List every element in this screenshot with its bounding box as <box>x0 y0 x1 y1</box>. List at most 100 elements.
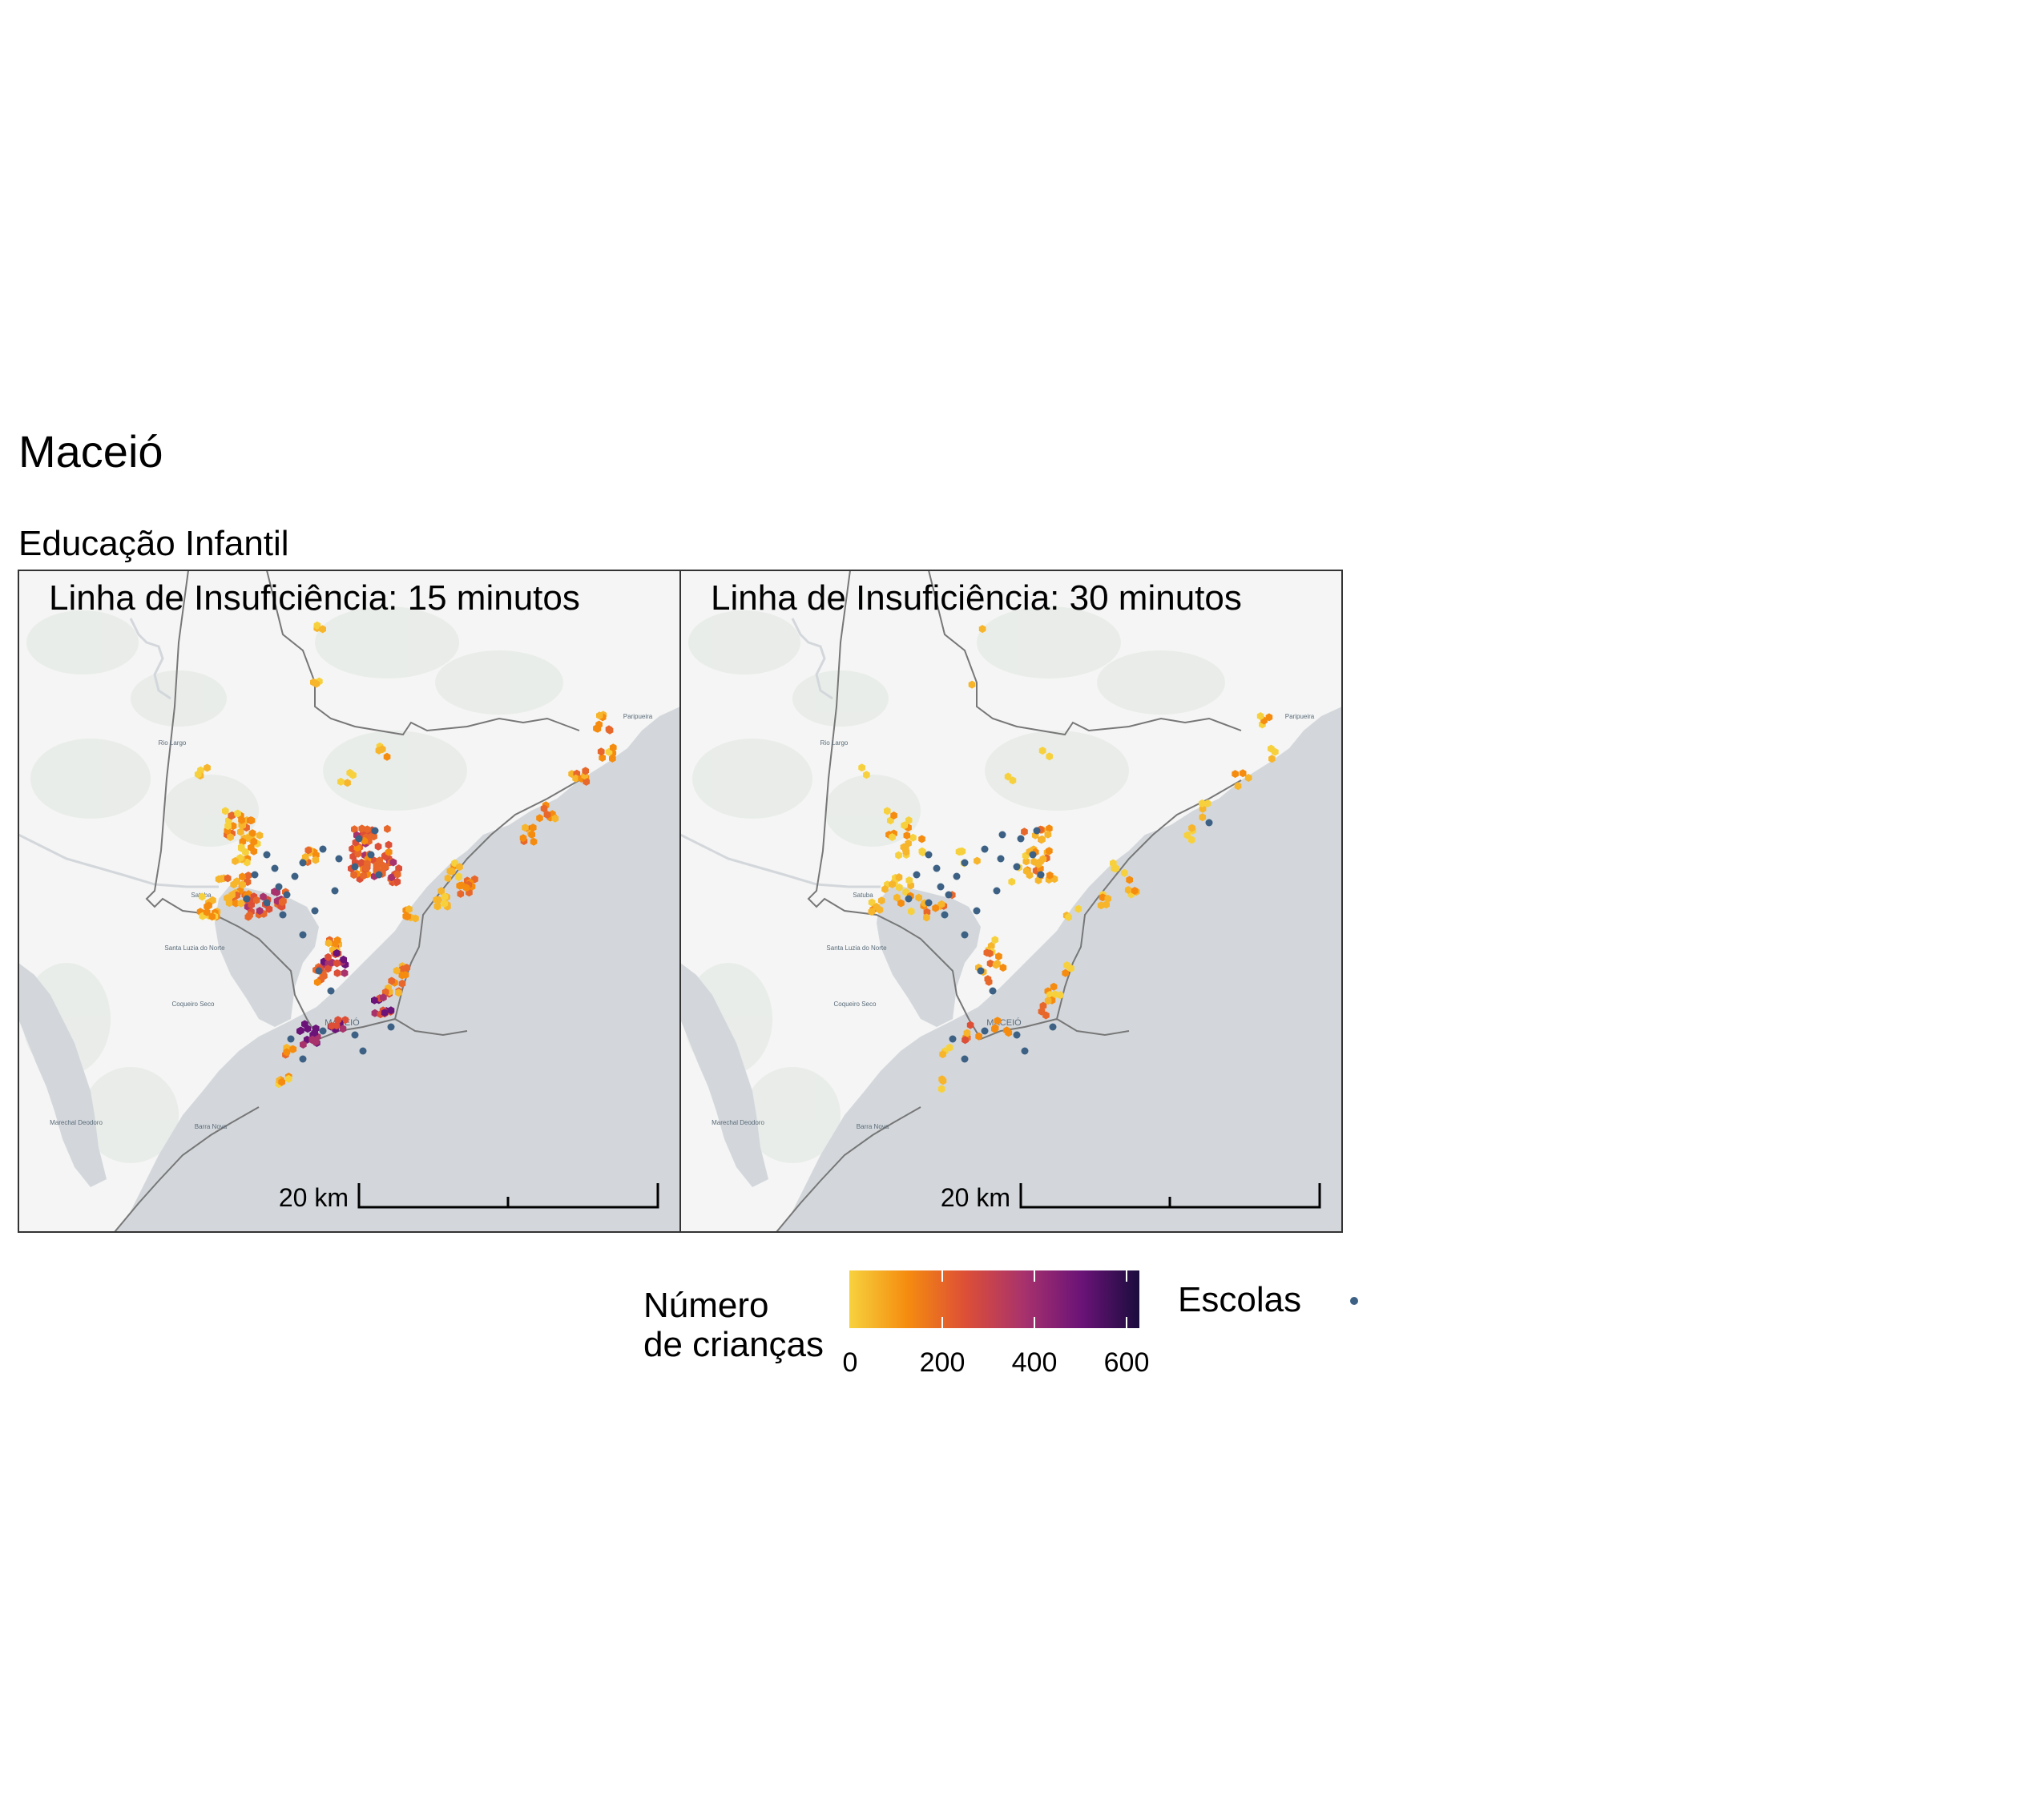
hexagon-cell <box>958 847 966 856</box>
schools-layer <box>905 819 1213 1063</box>
legend-tick-label-200: 200 <box>920 1347 966 1378</box>
hexagon-cell <box>248 844 255 852</box>
hexagon-cell <box>1131 887 1139 895</box>
hexagon-cell <box>1120 868 1128 877</box>
school-point <box>243 895 251 903</box>
school-point <box>937 883 945 891</box>
hexagon-cell <box>260 892 267 901</box>
hexagon-cell <box>915 893 922 902</box>
hexagon-cell <box>889 833 896 841</box>
hexagon-cell <box>543 811 551 819</box>
school-point <box>981 845 989 853</box>
school-point <box>993 887 1001 895</box>
hexagon-layer <box>858 625 1279 1093</box>
hexagon-cell <box>224 874 232 883</box>
hexagon-cell <box>937 1085 945 1093</box>
school-point <box>263 851 271 859</box>
hexagon-cell <box>234 809 241 818</box>
hexagon-cell <box>297 1026 304 1035</box>
hexagon-cell <box>528 830 535 839</box>
hexagon-cell <box>966 1021 974 1029</box>
hexagon-cell <box>1046 847 1053 856</box>
hexagon-cell <box>1021 827 1028 836</box>
hexagon-cell <box>252 896 260 904</box>
school-point <box>319 1027 327 1035</box>
hexagon-cell <box>228 891 236 900</box>
hexagon-cell <box>462 884 470 892</box>
hexagon-cell <box>319 625 326 634</box>
hexagon-cell <box>582 767 589 775</box>
hexagon-cell <box>393 966 401 975</box>
hexagon-cell <box>1183 831 1191 840</box>
hexagon-cell <box>530 837 538 846</box>
school-point <box>1013 1031 1021 1039</box>
hexagon-cell <box>456 863 463 872</box>
school-point <box>299 1055 307 1063</box>
school-point <box>359 1047 367 1055</box>
hexagon-cell <box>377 860 385 869</box>
hill-texture <box>684 606 1225 1163</box>
hexagon-cell <box>351 825 358 834</box>
school-point <box>1033 827 1041 835</box>
hexagon-cell <box>250 837 258 846</box>
hexagon-cell <box>1022 857 1030 866</box>
school-point <box>375 871 383 879</box>
hexagon-cell <box>402 912 410 920</box>
hexagon-cell <box>540 804 548 813</box>
hexagon-cell <box>350 871 357 880</box>
hexagon-cell <box>551 814 559 823</box>
hexagon-cell <box>986 949 994 958</box>
hexagon-cell <box>909 833 917 842</box>
school-point <box>945 891 953 899</box>
hexagon-cell <box>199 892 206 901</box>
hexagon-cell <box>901 821 908 830</box>
school-point <box>1013 863 1021 871</box>
hexagon-cell <box>313 621 321 630</box>
hexagon-cell <box>457 889 465 898</box>
school-point <box>977 967 985 975</box>
school-point <box>997 855 1005 863</box>
hexagon-cell <box>222 807 229 815</box>
hexagon-cell <box>205 901 212 910</box>
hexagon-cell <box>903 831 911 840</box>
hexagon-cell <box>986 959 994 968</box>
school-point <box>371 827 379 835</box>
hexagon-cell <box>437 887 445 896</box>
scale-bar-label: 20 km <box>279 1183 349 1212</box>
hexagon-cell <box>884 807 891 815</box>
hexagon-cell <box>1272 747 1279 756</box>
hexagon-cell <box>441 900 448 908</box>
hexagon-cell <box>1044 830 1052 839</box>
hexagon-cell <box>333 959 341 968</box>
hexagon-cell <box>1046 752 1053 761</box>
hexagon-cell <box>387 1006 395 1015</box>
hexagon-cell <box>868 908 876 916</box>
hexagon-cell <box>1256 712 1264 720</box>
hexagon-cell <box>384 824 391 833</box>
hexagon-cell <box>1062 968 1069 977</box>
coast-road <box>114 1106 260 1232</box>
hexagon-cell <box>393 870 401 879</box>
page-title: Maceió <box>18 426 163 477</box>
hexagon-cell <box>583 777 591 786</box>
hexagon-cell <box>963 1029 971 1037</box>
school-point <box>1021 1047 1029 1055</box>
place-label-coqueiro-seco: Coqueiro Seco <box>834 1001 877 1008</box>
hexagon-cell <box>1039 855 1047 864</box>
hexagon-cell <box>374 842 382 851</box>
hexagon-cell <box>999 964 1007 972</box>
hexagon-cell <box>371 1009 379 1017</box>
hexagon-cell <box>380 993 387 1002</box>
hexagon-cell <box>256 907 264 915</box>
school-point <box>961 859 969 867</box>
hexagon-cell <box>435 896 442 904</box>
hexagon-cell <box>1104 894 1112 903</box>
hexagon-cell <box>923 913 930 922</box>
hexagon-cell <box>939 1077 947 1085</box>
hexagon-cell <box>945 1043 953 1052</box>
hexagon-cell <box>455 872 462 881</box>
school-point <box>981 1027 989 1035</box>
hexagon-cell <box>204 763 211 772</box>
hexagon-cell <box>994 1017 1002 1025</box>
hexagon-cell <box>1203 799 1211 807</box>
